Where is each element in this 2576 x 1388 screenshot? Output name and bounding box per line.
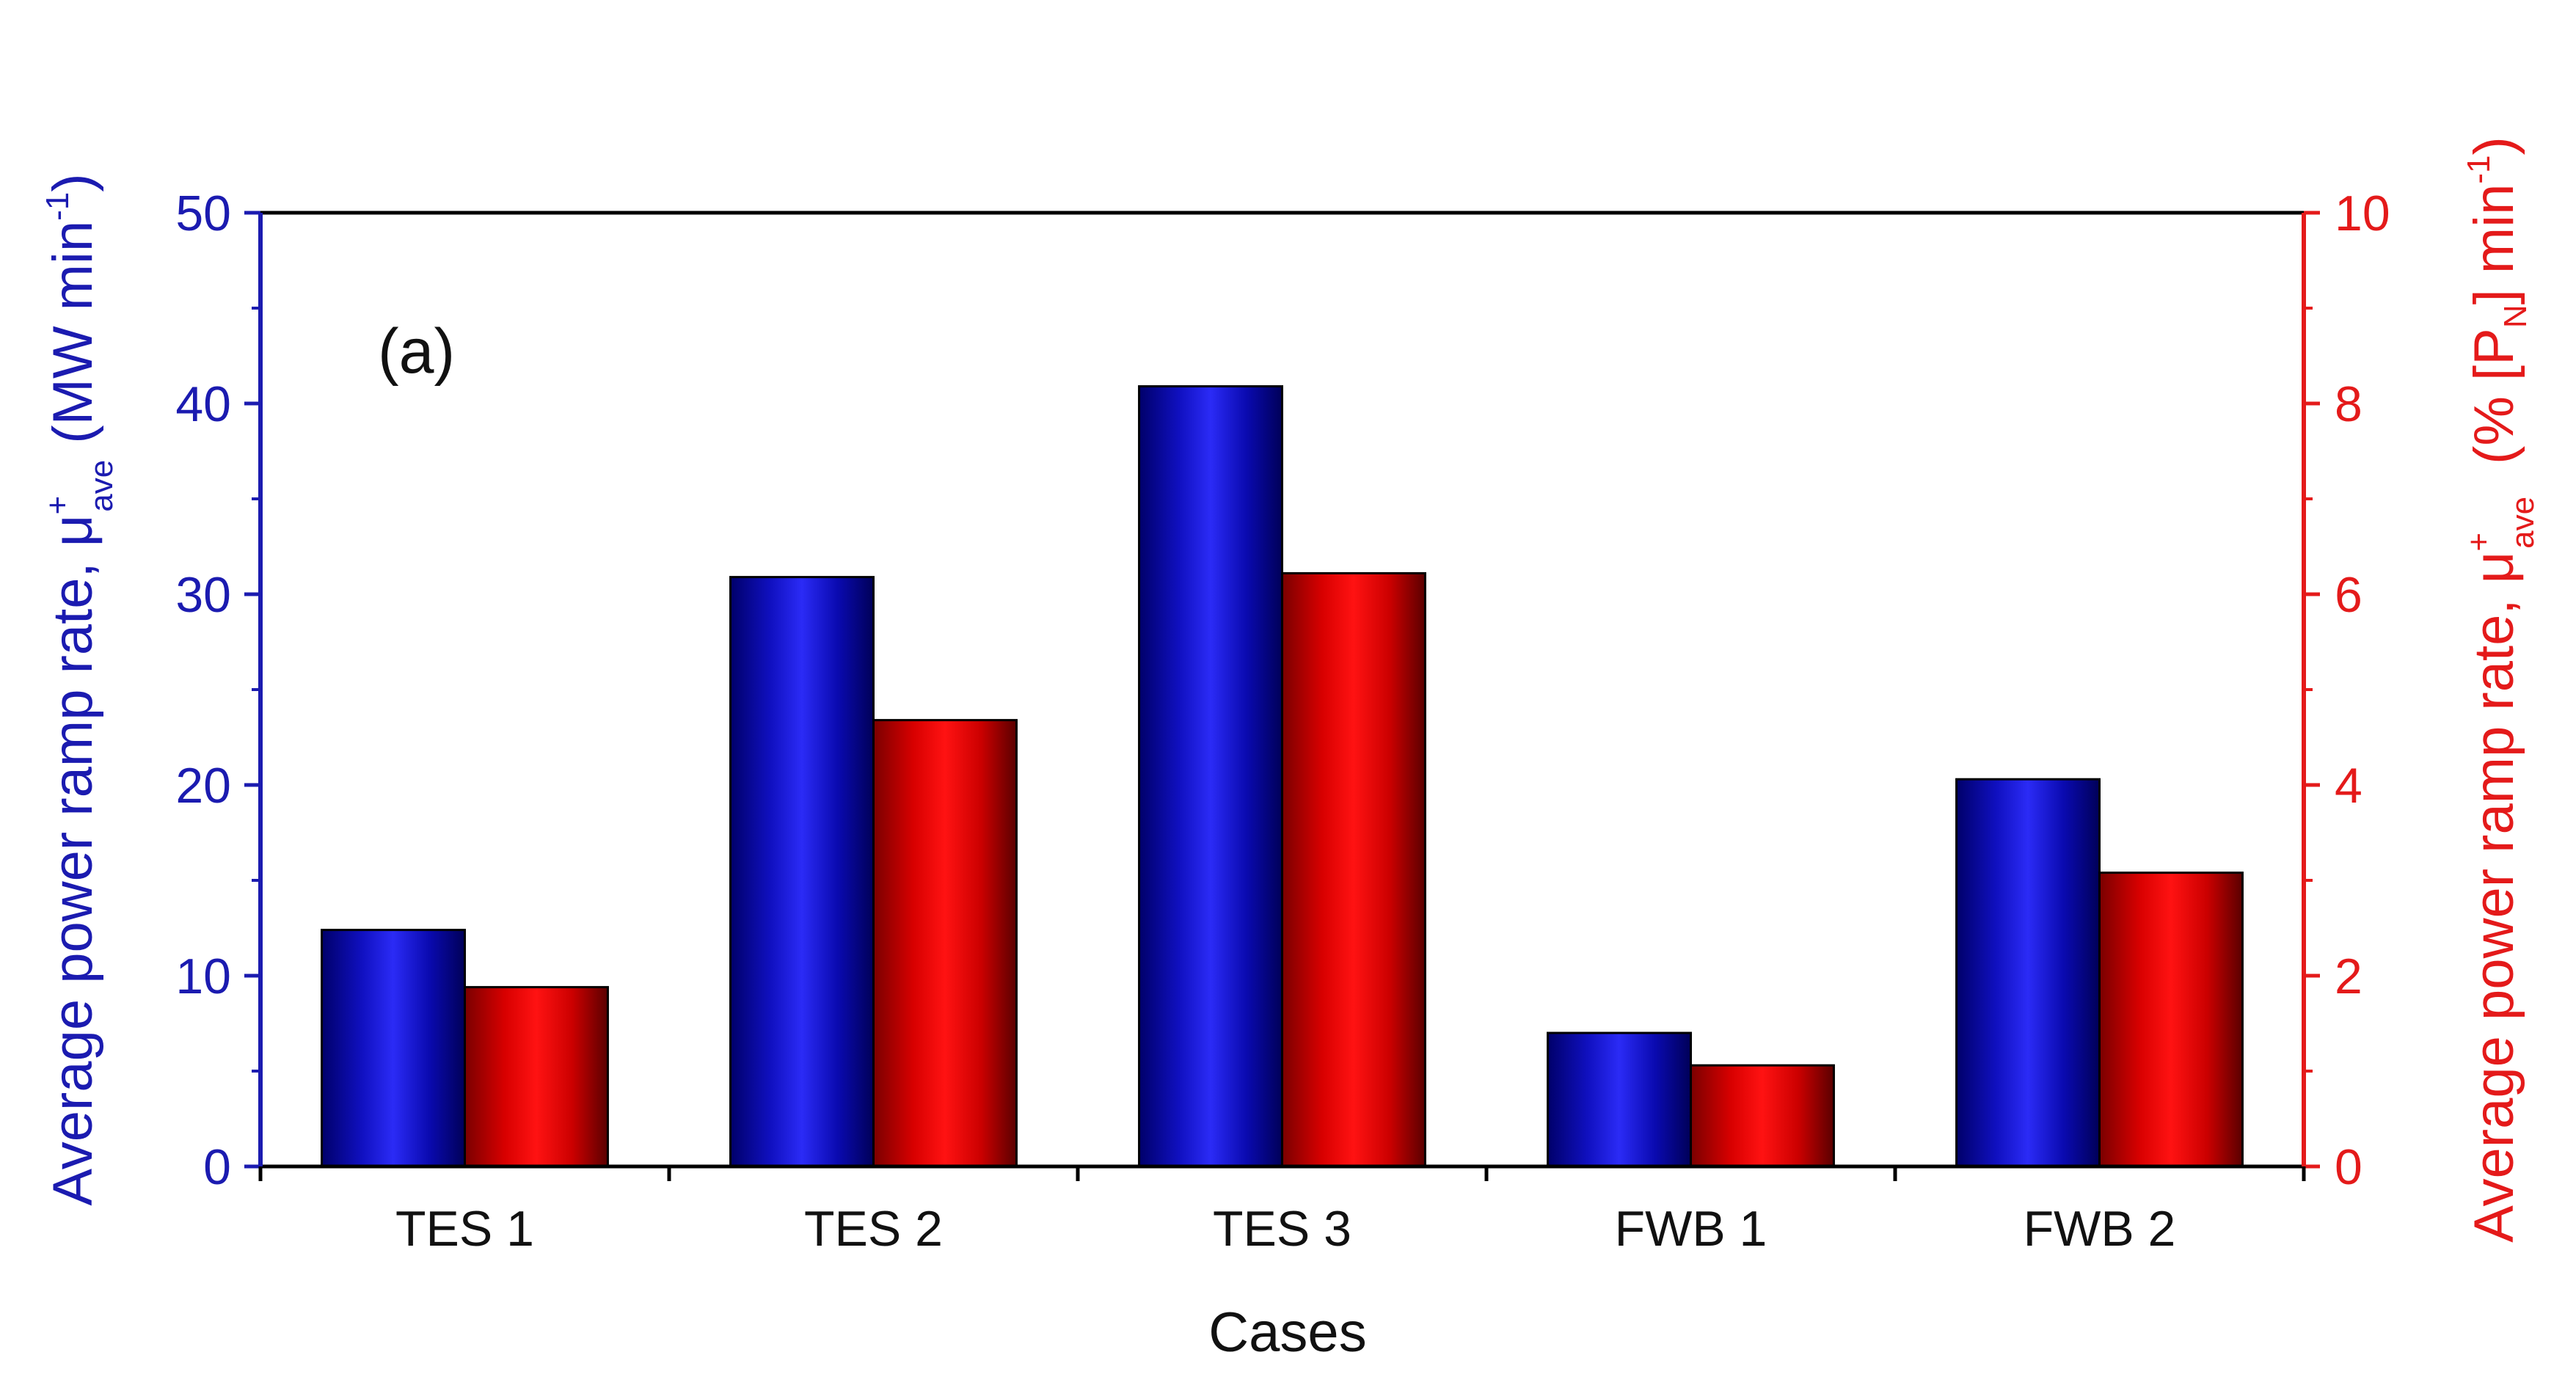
- right-tick-label: 2: [2335, 949, 2362, 1004]
- x-tick-label: TES 3: [1213, 1201, 1351, 1257]
- left-axis-ticks: 0 10 20 30 40 50: [175, 186, 260, 1195]
- bar-tes-1-mw: [321, 929, 466, 1168]
- left-axis-title: Average power ramp rate, μ+ ave (MW min-1): [40, 173, 120, 1205]
- right-axis-title-unit-sub: N: [2497, 304, 2533, 328]
- x-tick-label: FWB 1: [1615, 1201, 1767, 1257]
- bar-tes-3-mw: [1138, 385, 1284, 1168]
- bar-tes-2-percent: [872, 719, 1018, 1168]
- right-axis-title-unit-mid: ] min: [2463, 184, 2525, 305]
- left-tick-label: 10: [175, 949, 231, 1004]
- panel-label: (a): [378, 316, 455, 387]
- left-tick-label: 0: [203, 1139, 231, 1195]
- left-axis-title-sup: +: [40, 496, 76, 515]
- right-axis-title-unit: (% [P: [2463, 328, 2525, 464]
- right-tick-label: 10: [2335, 186, 2390, 241]
- x-axis-title: Cases: [1208, 1301, 1366, 1364]
- right-axis-title-main: Average power ramp rate, μ: [2463, 552, 2525, 1243]
- right-tick-label: 6: [2335, 567, 2362, 623]
- bar-fwb-2-mw: [1955, 778, 2101, 1168]
- bars-layer: [321, 385, 2244, 1168]
- left-tick-label: 20: [175, 758, 231, 814]
- x-axis-ticks: TES 1 TES 2 TES 3 FWB 1 FWB 2: [258, 1166, 2306, 1257]
- bar-tes-1-percent: [464, 986, 609, 1168]
- left-axis-title-sub: ave: [84, 460, 120, 512]
- left-tick-label: 30: [175, 567, 231, 623]
- left-axis-title-unit: (MW min: [42, 221, 104, 444]
- left-axis-title-unit-sup: -1: [40, 192, 76, 221]
- right-axis-title-close: ): [2463, 136, 2525, 155]
- x-tick-label: FWB 2: [2024, 1201, 2176, 1257]
- right-tick-label: 4: [2335, 758, 2362, 814]
- right-axis-ticks: 0 2 4 6 8 10: [2304, 186, 2390, 1195]
- bar-tes-3-percent: [1281, 571, 1426, 1168]
- right-tick-label: 8: [2335, 376, 2362, 432]
- right-axis-title-unit-sup: -1: [2461, 156, 2497, 184]
- x-tick-label: TES 1: [395, 1201, 534, 1257]
- right-axis-title-sup: +: [2461, 533, 2497, 552]
- right-axis-title-sub: ave: [2505, 497, 2541, 549]
- right-tick-label: 0: [2335, 1139, 2362, 1195]
- x-tick-label: TES 2: [804, 1201, 943, 1257]
- left-axis-title-main: Average power ramp rate, μ: [42, 514, 104, 1205]
- left-tick-label: 40: [175, 376, 231, 432]
- bar-fwb-1-mw: [1547, 1031, 1693, 1168]
- right-axis-title: Average power ramp rate, μ+ ave (% [PN] mi…: [2461, 136, 2541, 1243]
- bar-fwb-1-percent: [1690, 1064, 1835, 1168]
- left-axis-title-close: ): [42, 173, 104, 191]
- bar-tes-2-mw: [729, 576, 875, 1168]
- bar-fwb-2-percent: [2098, 872, 2244, 1168]
- left-tick-label: 50: [175, 186, 231, 241]
